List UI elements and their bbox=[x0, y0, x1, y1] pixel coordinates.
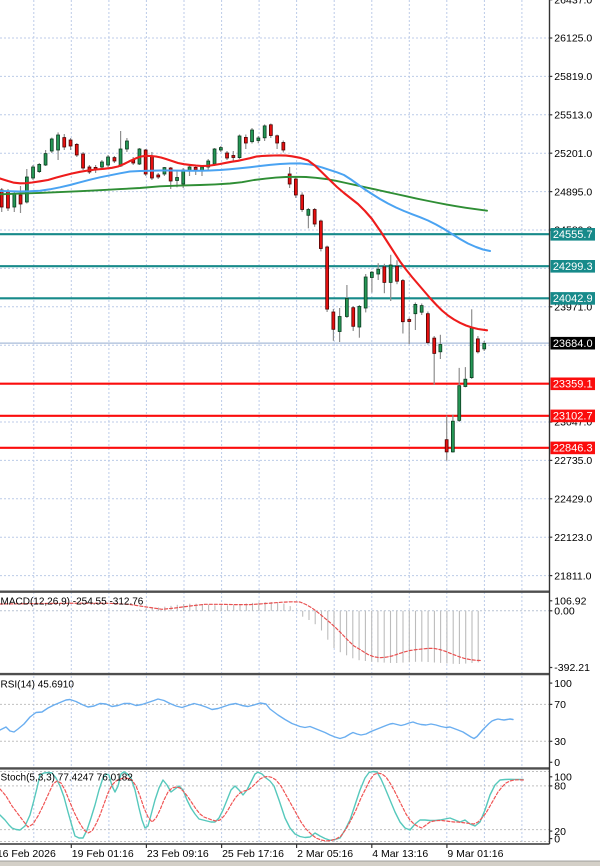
svg-text:RSI(14) 45.6910: RSI(14) 45.6910 bbox=[1, 679, 75, 690]
svg-text:24042.9: 24042.9 bbox=[553, 293, 593, 305]
svg-text:100: 100 bbox=[554, 678, 572, 690]
svg-text:MACD(12,26,9) -254.55 -312.76: MACD(12,26,9) -254.55 -312.76 bbox=[1, 596, 144, 607]
svg-text:30: 30 bbox=[554, 736, 566, 748]
svg-text:106.92: 106.92 bbox=[554, 596, 586, 608]
svg-text:24895.0: 24895.0 bbox=[554, 186, 592, 198]
svg-text:25513.0: 25513.0 bbox=[554, 110, 592, 122]
svg-text:80: 80 bbox=[554, 781, 566, 793]
svg-text:16 Feb 2026: 16 Feb 2026 bbox=[0, 848, 56, 860]
svg-text:23359.1: 23359.1 bbox=[553, 379, 593, 391]
svg-text:2 Mar 05:16: 2 Mar 05:16 bbox=[297, 848, 353, 860]
svg-text:0: 0 bbox=[554, 833, 560, 845]
svg-text:70: 70 bbox=[554, 699, 566, 711]
svg-text:24299.3: 24299.3 bbox=[553, 261, 593, 273]
svg-text:25819.0: 25819.0 bbox=[554, 71, 592, 83]
svg-text:25201.0: 25201.0 bbox=[554, 148, 592, 160]
svg-text:26125.0: 26125.0 bbox=[554, 33, 592, 45]
svg-text:23 Feb 09:16: 23 Feb 09:16 bbox=[147, 848, 209, 860]
svg-text:23102.7: 23102.7 bbox=[553, 411, 593, 423]
svg-text:21811.0: 21811.0 bbox=[554, 570, 591, 582]
svg-text:22123.0: 22123.0 bbox=[554, 532, 592, 544]
svg-text:23684.0: 23684.0 bbox=[553, 338, 593, 350]
svg-text:24555.7: 24555.7 bbox=[553, 229, 593, 241]
svg-text:20: 20 bbox=[554, 826, 566, 838]
svg-text:4 Mar 13:16: 4 Mar 13:16 bbox=[372, 848, 428, 860]
svg-text:9 Mar 01:16: 9 Mar 01:16 bbox=[447, 848, 503, 860]
svg-text:100: 100 bbox=[554, 772, 572, 784]
svg-text:0.00: 0.00 bbox=[554, 606, 575, 618]
svg-text:22846.3: 22846.3 bbox=[553, 443, 593, 455]
svg-text:-392.21: -392.21 bbox=[554, 662, 590, 674]
svg-text:22735.0: 22735.0 bbox=[554, 455, 592, 467]
svg-text:22429.0: 22429.0 bbox=[554, 494, 592, 506]
svg-text:26437.0: 26437.0 bbox=[554, 0, 592, 6]
svg-text:19 Feb 01:16: 19 Feb 01:16 bbox=[72, 848, 134, 860]
svg-text:25 Feb 17:16: 25 Feb 17:16 bbox=[222, 848, 284, 860]
svg-text:Stoch(5,3,3) 77.4247 76.0182: Stoch(5,3,3) 77.4247 76.0182 bbox=[1, 772, 134, 783]
svg-text:0: 0 bbox=[554, 757, 560, 769]
